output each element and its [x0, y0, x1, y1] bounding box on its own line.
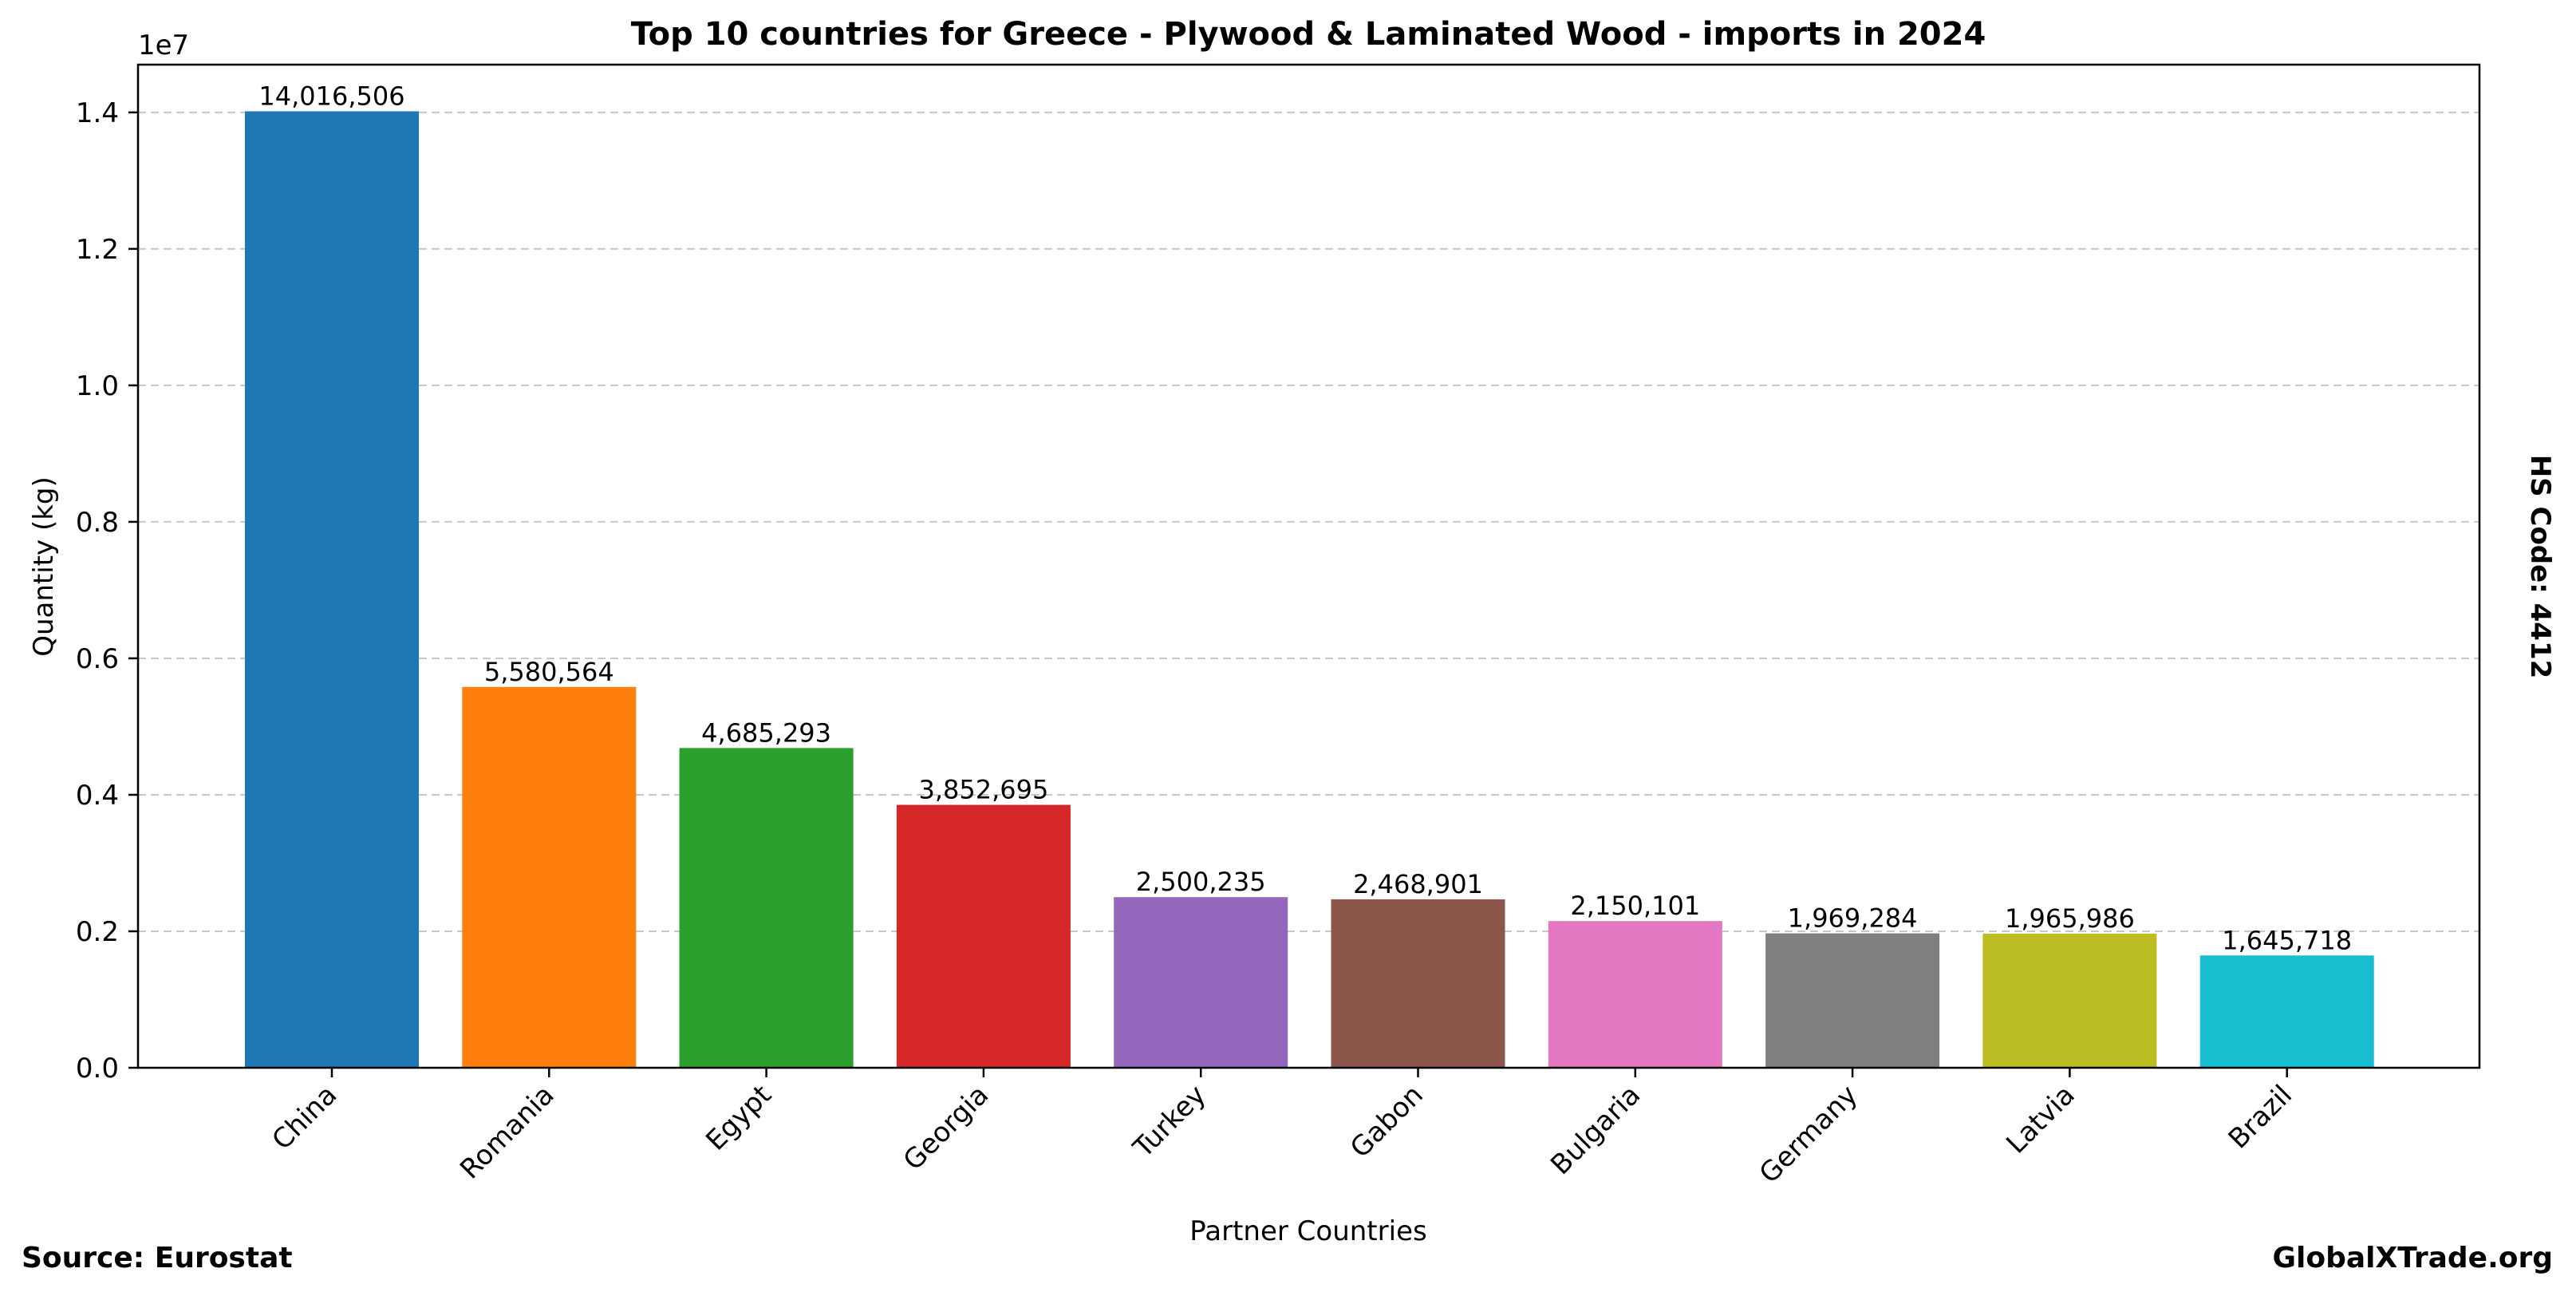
y-tick-label: 0.6 [76, 643, 119, 675]
x-tick-label: Germany [1753, 1079, 1864, 1190]
value-label: 2,500,235 [1136, 867, 1266, 897]
x-tick-label: Georgia [897, 1079, 996, 1177]
y-tick-label: 1.0 [76, 370, 119, 402]
value-label: 4,685,293 [701, 717, 831, 748]
bars [245, 111, 2374, 1069]
x-tick-label: Bulgaria [1544, 1079, 1647, 1181]
y-tick-label: 0.2 [76, 916, 119, 948]
y-tick-label: 0.8 [76, 507, 119, 539]
value-label: 1,969,284 [1788, 903, 1918, 934]
x-tick-label: Egypt [700, 1079, 778, 1157]
bar-germany [1765, 933, 1940, 1068]
y-tick-label: 0.4 [76, 780, 119, 812]
bar-romania [462, 686, 637, 1068]
x-tick-label: Romania [454, 1079, 560, 1185]
bar-gabon [1331, 899, 1505, 1068]
value-label: 3,852,695 [918, 775, 1048, 805]
bar-turkey [1114, 897, 1288, 1068]
x-axis: China Romania Egypt Georgia Turkey Gabon Bulga… [266, 1068, 2298, 1190]
site-label: GlobalXTrade.org [2272, 1242, 2553, 1274]
y-axis: 0.0 0.2 0.4 0.6 0.8 1.0 1.2 1.4 [76, 97, 138, 1085]
bar-georgia [896, 804, 1071, 1068]
bar-egypt [679, 748, 854, 1068]
x-tick-label: Latvia [2000, 1079, 2081, 1160]
value-label: 2,150,101 [1570, 891, 1700, 921]
bar-brazil [2199, 955, 2374, 1068]
y-tick-label: 0.0 [76, 1053, 119, 1085]
value-label: 1,965,986 [2005, 903, 2135, 934]
source-label: Source: Eurostat [22, 1242, 293, 1274]
value-label: 2,468,901 [1353, 869, 1483, 899]
x-tick-label: Turkey [1126, 1079, 1212, 1164]
y-offset-label: 1e7 [138, 30, 189, 61]
value-label: 5,580,564 [484, 657, 614, 687]
value-label: 14,016,506 [258, 81, 404, 111]
y-tick-label: 1.2 [76, 234, 119, 266]
bar-bulgaria [1548, 921, 1722, 1068]
bar-latvia [1982, 933, 2157, 1068]
hs-code-label: HS Code: 4412 [2524, 455, 2556, 679]
y-axis-label: Quantity (kg) [28, 476, 60, 657]
y-tick-label: 1.4 [76, 97, 119, 129]
x-tick-label: Gabon [1344, 1079, 1430, 1164]
chart-title: Top 10 countries for Greece - Plywood & … [631, 16, 1986, 53]
x-axis-label: Partner Countries [1189, 1215, 1426, 1247]
plot-frame [136, 63, 2481, 1069]
value-label: 1,645,718 [2222, 925, 2352, 955]
x-tick-label: China [266, 1079, 343, 1156]
value-labels: 14,016,506 5,580,564 4,685,293 3,852,695 2,5… [258, 81, 2352, 955]
bar-china [245, 111, 419, 1069]
x-tick-label: Brazil [2223, 1079, 2298, 1155]
